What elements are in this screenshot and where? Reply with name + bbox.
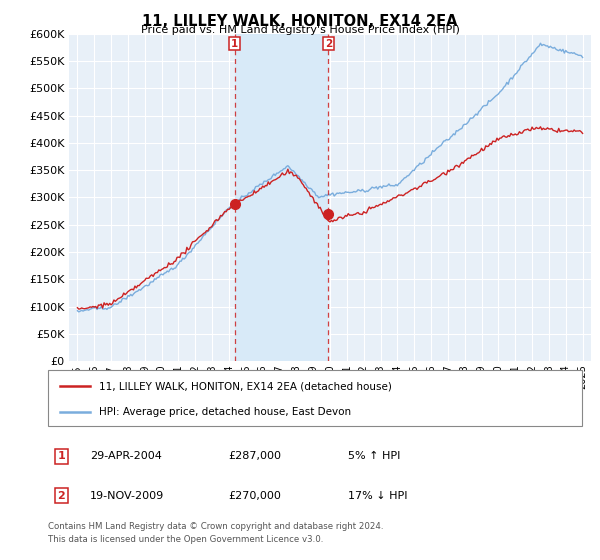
Text: 11, LILLEY WALK, HONITON, EX14 2EA: 11, LILLEY WALK, HONITON, EX14 2EA xyxy=(142,14,458,29)
Text: HPI: Average price, detached house, East Devon: HPI: Average price, detached house, East… xyxy=(99,407,351,417)
Text: 19-NOV-2009: 19-NOV-2009 xyxy=(90,491,164,501)
Text: 17% ↓ HPI: 17% ↓ HPI xyxy=(348,491,407,501)
Text: £270,000: £270,000 xyxy=(228,491,281,501)
Text: 11, LILLEY WALK, HONITON, EX14 2EA (detached house): 11, LILLEY WALK, HONITON, EX14 2EA (deta… xyxy=(99,381,392,391)
Text: 2: 2 xyxy=(325,39,332,49)
Text: 29-APR-2004: 29-APR-2004 xyxy=(90,451,162,461)
Text: 2: 2 xyxy=(58,491,65,501)
Text: 1: 1 xyxy=(231,39,238,49)
Text: £287,000: £287,000 xyxy=(228,451,281,461)
Text: Contains HM Land Registry data © Crown copyright and database right 2024.: Contains HM Land Registry data © Crown c… xyxy=(48,522,383,531)
Text: Price paid vs. HM Land Registry's House Price Index (HPI): Price paid vs. HM Land Registry's House … xyxy=(140,25,460,35)
Text: 1: 1 xyxy=(58,451,65,461)
Bar xyxy=(235,34,328,361)
Text: This data is licensed under the Open Government Licence v3.0.: This data is licensed under the Open Gov… xyxy=(48,534,323,544)
Text: 5% ↑ HPI: 5% ↑ HPI xyxy=(348,451,400,461)
